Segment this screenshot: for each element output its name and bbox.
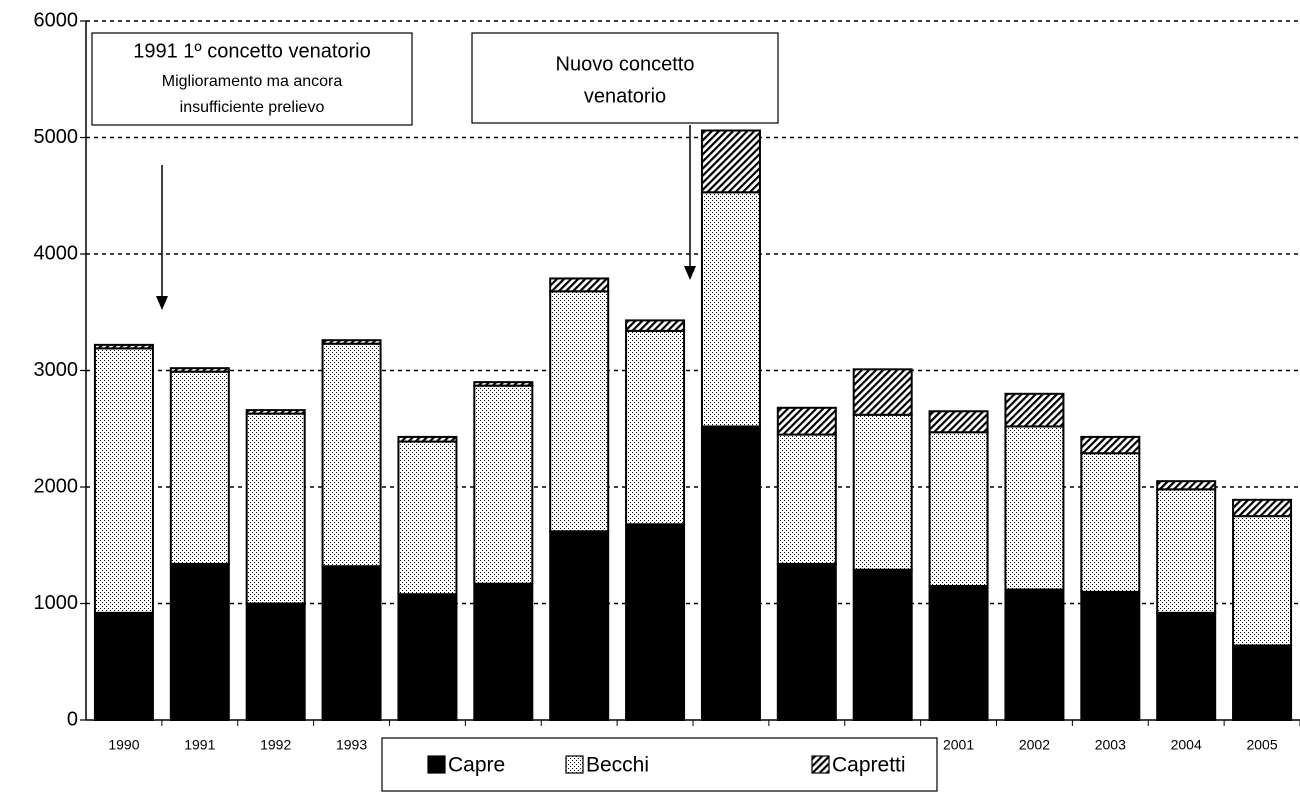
bar-segment bbox=[1156, 611, 1217, 722]
bar-segment bbox=[625, 319, 686, 332]
bar-segment bbox=[776, 562, 837, 722]
y-tick-label: 6000 bbox=[34, 9, 79, 31]
bar-segment bbox=[1080, 590, 1141, 721]
bar-segment bbox=[245, 412, 306, 605]
legend-label: Capretti bbox=[832, 754, 906, 777]
annotation-text: insufficiente prelievo bbox=[180, 99, 325, 116]
bar-segment bbox=[852, 413, 913, 571]
annotation-box bbox=[471, 32, 779, 124]
bar-segment bbox=[1232, 644, 1293, 721]
legend-label: Becchi bbox=[586, 754, 649, 777]
bar-segment bbox=[321, 565, 382, 721]
bar-segment bbox=[245, 409, 306, 415]
bar-segment bbox=[321, 342, 382, 568]
bar-segment bbox=[1156, 480, 1217, 491]
y-tick-label: 3000 bbox=[34, 359, 79, 381]
legend: Capre Becchi Capretti bbox=[381, 737, 938, 792]
bar-segment bbox=[549, 277, 610, 293]
bar-segment bbox=[928, 410, 989, 434]
annotation-text: venatorio bbox=[584, 85, 666, 107]
bar-segment bbox=[852, 368, 913, 416]
y-tick-label: 5000 bbox=[34, 126, 79, 148]
x-tick-label: 1991 bbox=[184, 737, 215, 753]
x-tick-label: 2003 bbox=[1095, 737, 1126, 753]
bar-segment bbox=[700, 191, 761, 428]
bar-segment bbox=[1080, 452, 1141, 593]
legend-swatch bbox=[811, 755, 830, 774]
legend-swatch bbox=[427, 755, 446, 774]
bar-segment bbox=[625, 523, 686, 722]
arrow-head bbox=[684, 266, 696, 280]
bar-segment bbox=[549, 290, 610, 533]
bar-segment bbox=[169, 370, 230, 565]
legend-label: Capre bbox=[448, 754, 505, 777]
bar-segment bbox=[321, 339, 382, 345]
y-tick-label: 2000 bbox=[34, 475, 79, 497]
legend-swatch bbox=[565, 755, 584, 774]
bar-segment bbox=[1232, 498, 1293, 518]
bar-segment bbox=[625, 329, 686, 526]
bar-segment bbox=[473, 381, 534, 387]
annotation-2: Nuovo concetto venatorio bbox=[471, 32, 779, 280]
bar-segment bbox=[1156, 488, 1217, 614]
bar-segment bbox=[169, 562, 230, 722]
annotation-text: Miglioramento ma ancora bbox=[162, 73, 343, 90]
bar-segment bbox=[169, 367, 230, 373]
bar-segment bbox=[1004, 425, 1065, 591]
bar-segment bbox=[473, 384, 534, 585]
y-tick-label: 0 bbox=[67, 708, 78, 730]
bar-segment bbox=[245, 602, 306, 721]
bar-segment bbox=[1004, 392, 1065, 428]
bar-segment bbox=[549, 530, 610, 722]
x-tick-label: 1993 bbox=[336, 737, 367, 753]
bar-segment bbox=[473, 582, 534, 721]
bar-segment bbox=[1080, 435, 1141, 455]
bar-segment bbox=[1232, 515, 1293, 647]
x-tick-label: 2004 bbox=[1171, 737, 1202, 753]
x-tick-label: 2002 bbox=[1019, 737, 1050, 753]
bar-segment bbox=[700, 129, 761, 194]
annotation-text: 1991 1º concetto venatorio bbox=[133, 40, 370, 62]
annotation-text: Nuovo concetto bbox=[556, 53, 695, 75]
bar-segment bbox=[928, 585, 989, 722]
bar-segment bbox=[776, 433, 837, 565]
bars bbox=[93, 129, 1293, 722]
bar-segment bbox=[700, 425, 761, 721]
bar-segment bbox=[397, 435, 458, 443]
x-tick-label: 2005 bbox=[1246, 737, 1277, 753]
bar-segment bbox=[852, 568, 913, 722]
bar-segment bbox=[93, 343, 154, 350]
bar-segment bbox=[776, 406, 837, 436]
bar-segment bbox=[928, 431, 989, 588]
annotation-1: 1991 1º concetto venatorio Miglioramento… bbox=[91, 32, 413, 310]
bar-segment bbox=[93, 611, 154, 722]
annotation-box bbox=[91, 32, 413, 126]
x-tick-label: 2001 bbox=[943, 737, 974, 753]
legend-box bbox=[381, 737, 938, 792]
y-tick-label: 4000 bbox=[34, 242, 79, 264]
bar-segment bbox=[397, 593, 458, 721]
bar-segment bbox=[397, 440, 458, 596]
bar-segment bbox=[93, 347, 154, 614]
arrow-head bbox=[156, 296, 168, 310]
bar-segment bbox=[1004, 588, 1065, 722]
x-tick-label: 1990 bbox=[108, 737, 139, 753]
x-tick-label: 1992 bbox=[260, 737, 291, 753]
y-tick-label: 1000 bbox=[34, 592, 79, 614]
